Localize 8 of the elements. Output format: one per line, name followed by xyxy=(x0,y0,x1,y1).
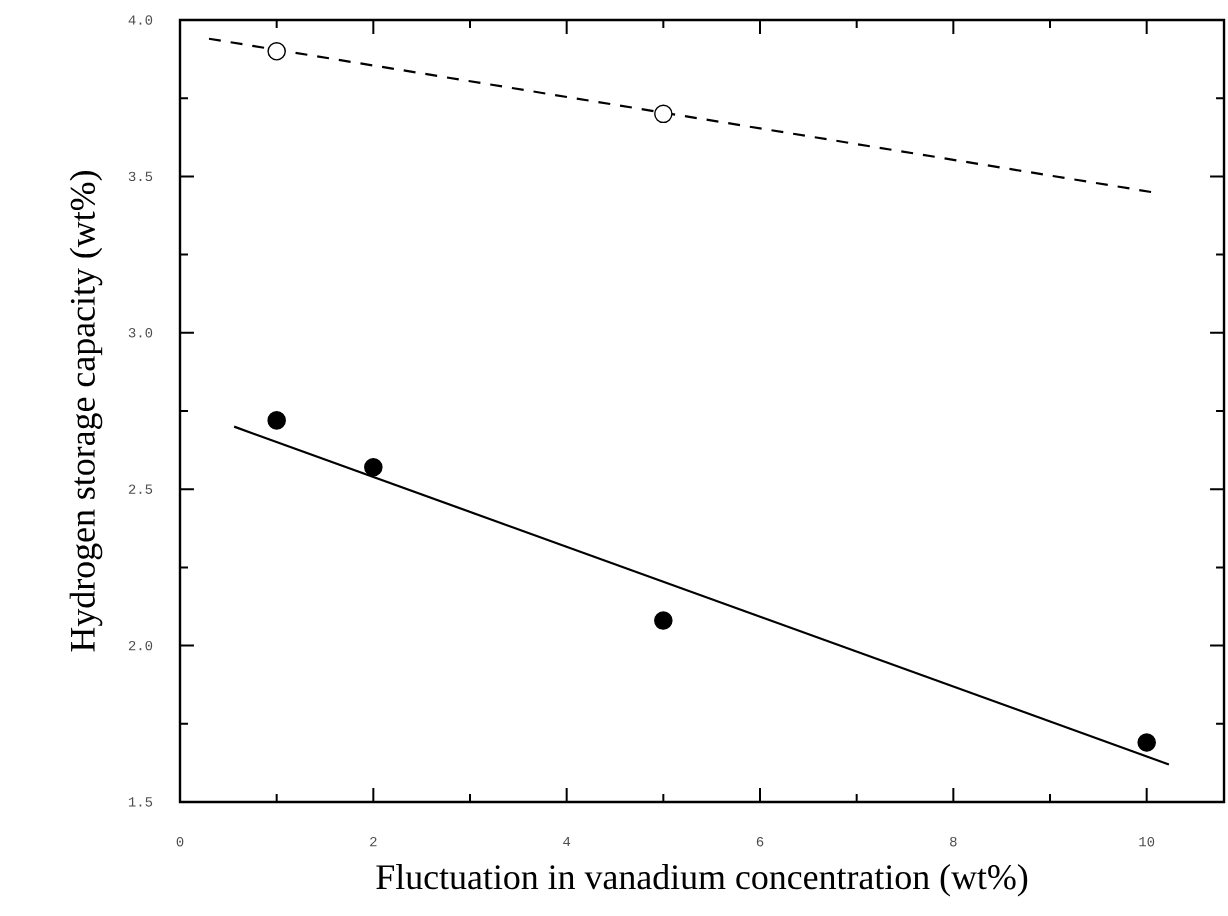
x-axis-title: Fluctuation in vanadium concentration (wt%) xyxy=(376,864,1028,897)
point xyxy=(1137,733,1156,752)
point xyxy=(364,458,383,477)
y-axis-title: Hydrogen storage capacity (wt%) xyxy=(69,171,103,652)
point xyxy=(267,411,286,430)
point xyxy=(654,104,673,124)
point xyxy=(267,42,286,61)
point xyxy=(654,611,673,630)
